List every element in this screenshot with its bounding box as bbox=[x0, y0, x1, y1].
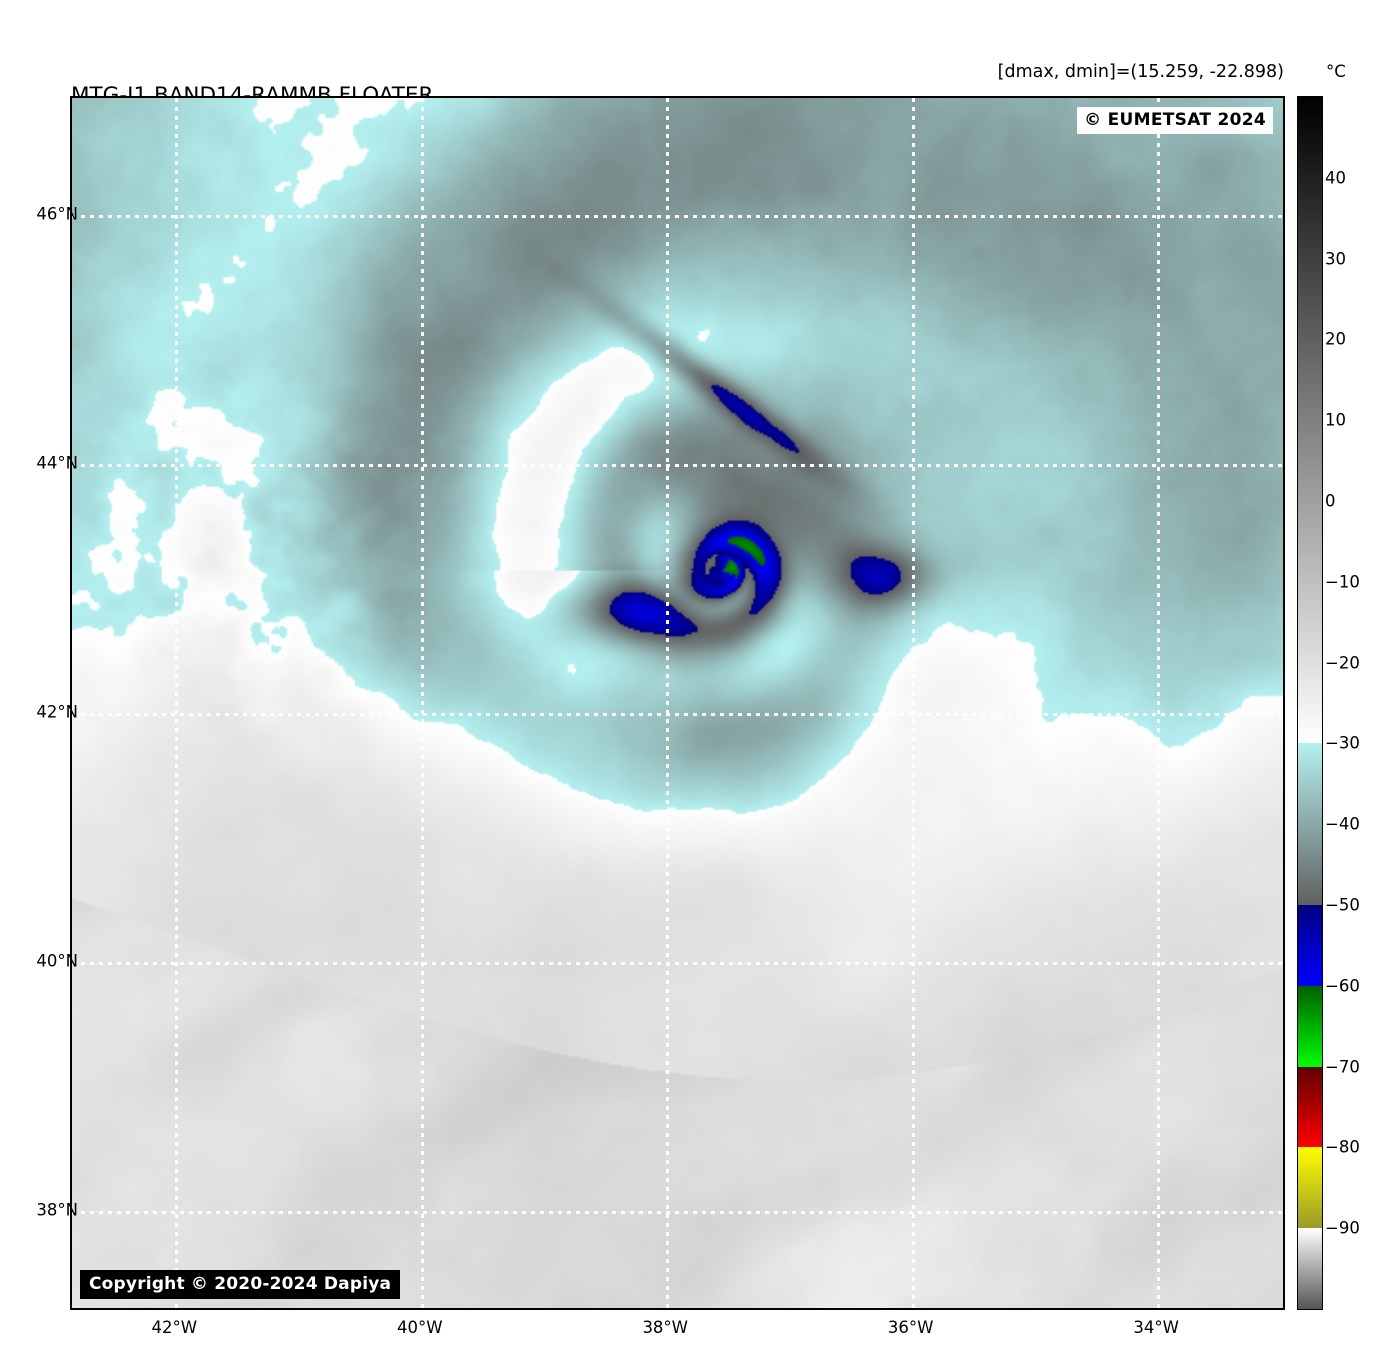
lat-tick-label: 46°N bbox=[36, 204, 78, 224]
colorbar-segment-yellow-band bbox=[1298, 1147, 1322, 1229]
lon-tick-label: 40°W bbox=[396, 1318, 443, 1337]
lon-tick-label: 38°W bbox=[642, 1318, 688, 1337]
satellite-imagery-canvas bbox=[72, 98, 1283, 1308]
colorbar-tick-label: −10 bbox=[1325, 572, 1360, 592]
colorbar-tick-label: 20 bbox=[1325, 329, 1346, 349]
lat-tick-label: 38°N bbox=[36, 1200, 78, 1220]
colorbar-tick-label: 30 bbox=[1325, 249, 1346, 269]
colorbar-tick-label: −90 bbox=[1325, 1218, 1360, 1238]
colorbar-tick-label: 40 bbox=[1325, 168, 1346, 188]
lat-tick-label: 42°N bbox=[36, 702, 78, 722]
lon-tick-label: 36°W bbox=[887, 1318, 934, 1337]
lon-tick-label: 34°W bbox=[1133, 1318, 1179, 1337]
lon-tick-label: 42°W bbox=[151, 1318, 198, 1337]
colorbar-tick-label: −60 bbox=[1325, 976, 1360, 996]
colorbar-tick-label: −20 bbox=[1325, 653, 1360, 673]
colorbar-tick-label: −40 bbox=[1325, 814, 1360, 834]
satellite-image-panel[interactable]: © EUMETSAT 2024 Copyright © 2020-2024 Da… bbox=[70, 96, 1285, 1310]
colorbar-segment-green-band bbox=[1298, 985, 1322, 1067]
colorbar-segment-grayscale-cold bbox=[1298, 1228, 1322, 1309]
colorbar-segment-blue-band bbox=[1298, 905, 1322, 986]
colorbar-segment-red-band bbox=[1298, 1066, 1322, 1148]
colorbar-segment-cyan-band bbox=[1298, 743, 1322, 905]
dmax-dmin-label: [dmax, dmin]=(15.259, -22.898) bbox=[997, 62, 1284, 82]
colorbar-unit-label: °C bbox=[1326, 62, 1346, 81]
lat-tick-label: 44°N bbox=[36, 453, 78, 473]
lat-tick-label: 40°N bbox=[36, 951, 78, 971]
copyright-badge: Copyright © 2020-2024 Dapiya bbox=[80, 1270, 401, 1299]
colorbar-tick-label: −80 bbox=[1325, 1137, 1360, 1157]
colorbar-segment-grayscale-warm bbox=[1298, 97, 1322, 744]
product-title: MTG-I1 BAND14-RAMMB FLOATER bbox=[71, 80, 433, 111]
colorbar-tick-label: −70 bbox=[1325, 1057, 1360, 1077]
colorbar-tick-label: 0 bbox=[1325, 491, 1336, 511]
eumetsat-attribution-badge: © EUMETSAT 2024 bbox=[1077, 107, 1273, 134]
colorbar-tick-label: 10 bbox=[1325, 410, 1346, 430]
colorbar-tick-label: −50 bbox=[1325, 895, 1360, 915]
colorbar-tick-label: −30 bbox=[1325, 733, 1360, 753]
temperature-colorbar[interactable] bbox=[1297, 96, 1323, 1310]
